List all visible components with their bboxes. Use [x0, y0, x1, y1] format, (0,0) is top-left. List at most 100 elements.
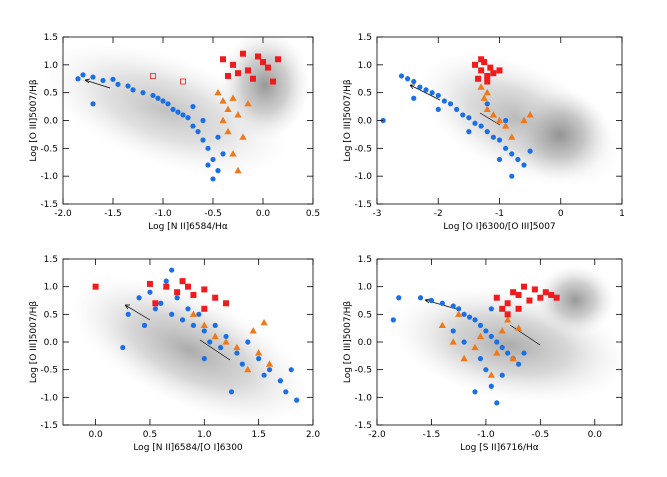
- point: [201, 356, 207, 362]
- point: [224, 127, 232, 135]
- point: [190, 123, 196, 129]
- y-axis-label: Log [O III]5007/Hβ: [343, 79, 353, 162]
- point: [190, 291, 197, 298]
- point: [504, 316, 512, 323]
- point: [239, 361, 245, 367]
- point: [150, 92, 156, 99]
- point: [155, 95, 161, 101]
- point: [210, 156, 216, 163]
- y-tick-label: 1.0: [358, 61, 373, 71]
- point: [136, 295, 142, 301]
- point: [449, 338, 457, 345]
- point: [526, 297, 533, 304]
- point: [493, 349, 501, 356]
- point: [531, 286, 538, 293]
- point: [472, 61, 478, 68]
- point: [478, 56, 485, 63]
- point: [140, 90, 146, 96]
- point: [521, 162, 527, 168]
- point: [499, 305, 506, 312]
- point: [471, 343, 479, 351]
- point: [490, 70, 497, 77]
- y-axis-label: Log [O III]5007/Hβ: [29, 79, 39, 162]
- point: [212, 322, 218, 328]
- point: [509, 354, 517, 362]
- point: [488, 306, 494, 312]
- panel: 0.0 0.5 1.0 1.5 2.0 -1.5 -1.0 -0.5 0.0 0.5 1.0 1.5 L…: [29, 255, 320, 453]
- x-tick-label: 0.0: [256, 209, 271, 219]
- point: [223, 333, 229, 340]
- y-axis-label: Log [O III]5007/Hβ: [29, 301, 39, 384]
- point: [244, 100, 252, 107]
- point: [190, 103, 196, 110]
- point: [435, 92, 441, 99]
- point: [487, 64, 494, 71]
- point: [250, 75, 256, 82]
- point: [234, 111, 242, 118]
- point: [185, 283, 191, 290]
- point: [515, 361, 522, 367]
- x-tick-label: -2.0: [54, 209, 72, 219]
- point: [218, 344, 224, 351]
- point: [483, 367, 489, 373]
- point: [447, 101, 454, 107]
- point: [481, 59, 488, 66]
- point: [205, 145, 211, 151]
- point: [483, 105, 491, 112]
- point: [150, 73, 156, 79]
- point: [207, 339, 213, 345]
- y-tick-label: -0.5: [40, 366, 58, 376]
- point: [195, 129, 201, 135]
- point: [256, 356, 262, 362]
- point: [480, 94, 488, 101]
- point: [189, 310, 198, 317]
- point: [152, 306, 158, 312]
- point: [229, 94, 237, 101]
- y-tick-label: -1.5: [40, 200, 58, 210]
- point: [503, 145, 509, 151]
- point: [505, 350, 511, 356]
- x-tick-label: 1.0: [197, 430, 212, 440]
- point: [423, 87, 429, 93]
- point: [277, 378, 283, 384]
- point: [200, 137, 206, 143]
- point: [483, 328, 489, 334]
- x-tick-label: 1: [619, 209, 625, 219]
- point: [223, 300, 230, 307]
- point: [174, 295, 180, 301]
- point: [283, 389, 289, 395]
- point: [219, 116, 227, 124]
- y-tick-label: 1.5: [44, 33, 58, 43]
- point: [265, 360, 274, 367]
- point: [548, 291, 555, 298]
- point: [454, 106, 460, 112]
- point: [288, 367, 294, 373]
- point: [200, 321, 208, 328]
- point: [417, 295, 424, 301]
- x-tick-label: -2: [434, 209, 443, 219]
- y-tick-label: -1.0: [354, 172, 372, 182]
- point: [460, 112, 466, 118]
- y-tick-label: -1.0: [40, 393, 58, 403]
- point: [170, 106, 176, 112]
- point: [484, 129, 490, 135]
- point: [120, 344, 126, 351]
- point: [496, 156, 503, 163]
- point: [240, 50, 246, 57]
- point: [205, 162, 211, 168]
- point: [509, 173, 515, 179]
- point: [75, 76, 81, 82]
- point: [235, 70, 241, 77]
- y-tick-label: 0.5: [44, 89, 58, 99]
- point: [200, 117, 206, 124]
- point: [185, 306, 191, 312]
- point: [185, 115, 191, 121]
- point: [244, 365, 252, 373]
- y-tick-label: 0.0: [358, 117, 373, 127]
- point: [417, 84, 423, 90]
- point: [435, 106, 441, 112]
- point: [396, 295, 402, 301]
- point: [100, 77, 106, 84]
- point: [163, 278, 169, 284]
- x-tick-label: -0.5: [532, 430, 550, 440]
